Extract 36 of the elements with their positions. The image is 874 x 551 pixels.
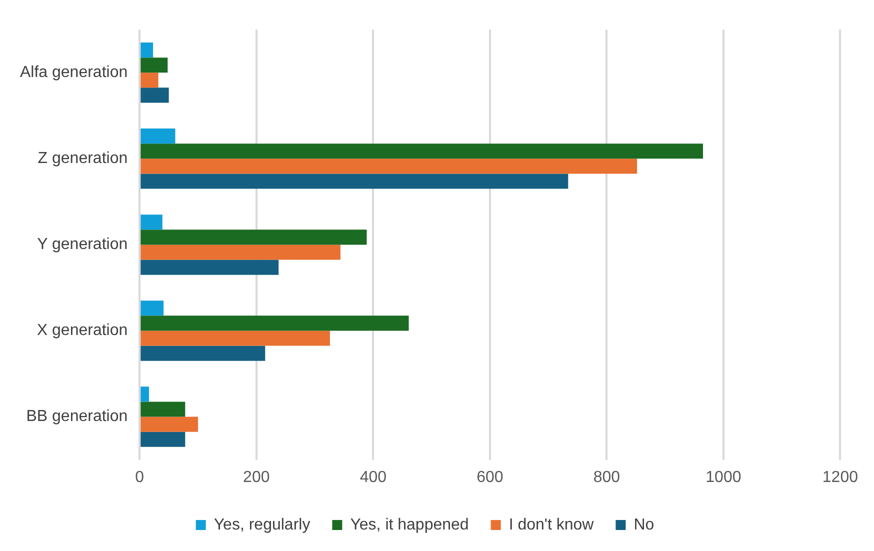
bar <box>140 214 162 230</box>
bar <box>140 72 158 88</box>
y-tick-label: X generation <box>36 322 128 340</box>
bar <box>140 58 168 73</box>
bar <box>140 144 704 159</box>
x-tick-label: 400 <box>360 468 387 486</box>
legend-label: Yes, regularly <box>214 516 310 534</box>
bar <box>140 300 164 316</box>
y-tick-label: BB generation <box>26 408 128 426</box>
x-tick-label: 0 <box>135 468 144 486</box>
bar <box>140 174 568 189</box>
bar <box>140 330 330 346</box>
bar <box>140 244 340 260</box>
y-tick-label: Alfa generation <box>20 64 128 82</box>
x-tick-label: 800 <box>593 468 620 486</box>
bar <box>140 260 279 275</box>
y-tick-label: Z generation <box>38 150 128 168</box>
y-tick-label: Y generation <box>37 236 128 254</box>
bar <box>140 346 266 361</box>
x-tick-label: 200 <box>243 468 270 486</box>
legend-label: No <box>634 516 654 534</box>
bar <box>140 432 186 447</box>
x-tick-label: 1000 <box>706 468 742 486</box>
bar <box>140 88 169 103</box>
x-tick-label: 1200 <box>822 468 858 486</box>
bar <box>140 230 367 245</box>
bar <box>140 158 638 174</box>
bar <box>140 316 409 331</box>
legend-label: I don't know <box>508 516 594 534</box>
bar <box>140 386 149 402</box>
legend-label: Yes, it happened <box>350 516 469 534</box>
x-tick-label: 600 <box>476 468 504 486</box>
bar <box>140 416 198 432</box>
bar <box>140 402 186 417</box>
bar <box>140 128 176 144</box>
bar <box>140 42 154 58</box>
